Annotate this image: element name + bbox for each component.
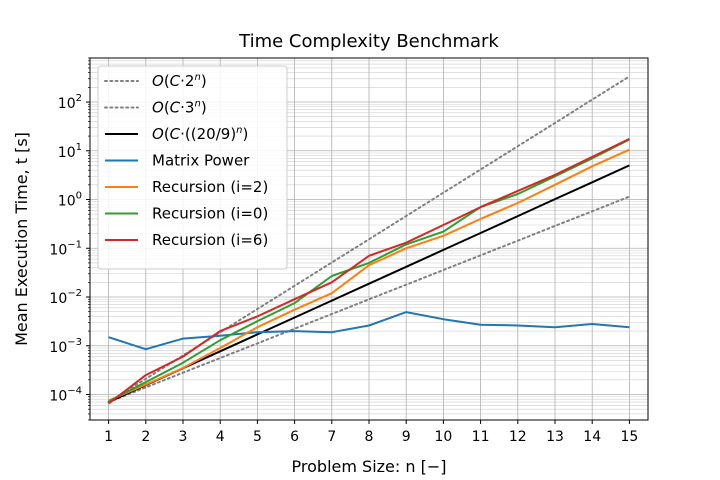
x-tick-label: 12 (509, 429, 527, 445)
x-tick-label: 3 (179, 429, 188, 445)
legend-box (97, 65, 288, 270)
series-line-6 (107, 137, 630, 405)
legend-label-6: Recursion (i=6) (152, 231, 268, 249)
x-tick-label: 13 (546, 429, 564, 445)
legend-label-2: O(C·((20/9)n) (152, 125, 248, 143)
y-tick-label: 10−1 (49, 239, 82, 258)
series-line-4 (108, 148, 630, 402)
y-tick-label: 10−3 (49, 337, 82, 356)
x-tick-label: 15 (620, 429, 638, 445)
y-tick-label: 102 (58, 93, 82, 112)
legend-label-1: O(C·3n) (152, 99, 207, 117)
x-tick-label: 11 (472, 429, 490, 445)
y-axis-label: Mean Execution Time, t [s] (12, 132, 31, 346)
series-line-2 (108, 164, 630, 404)
x-tick-label: 1 (104, 429, 113, 445)
y-tick-label: 100 (58, 191, 82, 210)
x-tick-label: 10 (434, 429, 452, 445)
x-tick-label: 8 (365, 429, 374, 445)
y-axis: 10−4 10−3 10−2 10−1 100 101 102 (49, 57, 90, 421)
legend-label-0: O(C·2n) (152, 72, 207, 90)
series-line-3 (108, 311, 630, 351)
x-axis: 1 2 3 4 5 6 7 8 9 10 11 12 13 14 15 (104, 420, 638, 445)
legend-label-4: Recursion (i=2) (152, 178, 268, 196)
x-tick-label: 9 (402, 429, 411, 445)
x-tick-label: 6 (290, 429, 299, 445)
x-axis-label: Problem Size: n [−] (292, 457, 447, 476)
series-lines (107, 75, 631, 405)
y-tick-label: 101 (58, 142, 82, 161)
x-tick-label: 5 (253, 429, 262, 445)
x-tick-label: 14 (583, 429, 601, 445)
legend-label-5: Recursion (i=0) (152, 205, 268, 223)
series-line-5 (108, 138, 630, 403)
chart-title: Time Complexity Benchmark (238, 31, 499, 52)
y-tick-label: 10−4 (49, 386, 82, 405)
x-tick-label: 2 (141, 429, 150, 445)
y-tick-label: 10−2 (49, 288, 82, 307)
legend: O(C·2n) O(C·3n) O(C·((20/9)n) Matrix Power R… (97, 65, 288, 270)
x-tick-label: 4 (216, 429, 225, 445)
x-tick-label: 7 (327, 429, 336, 445)
series-line-0 (107, 195, 631, 404)
legend-label-3: Matrix Power (152, 152, 250, 170)
